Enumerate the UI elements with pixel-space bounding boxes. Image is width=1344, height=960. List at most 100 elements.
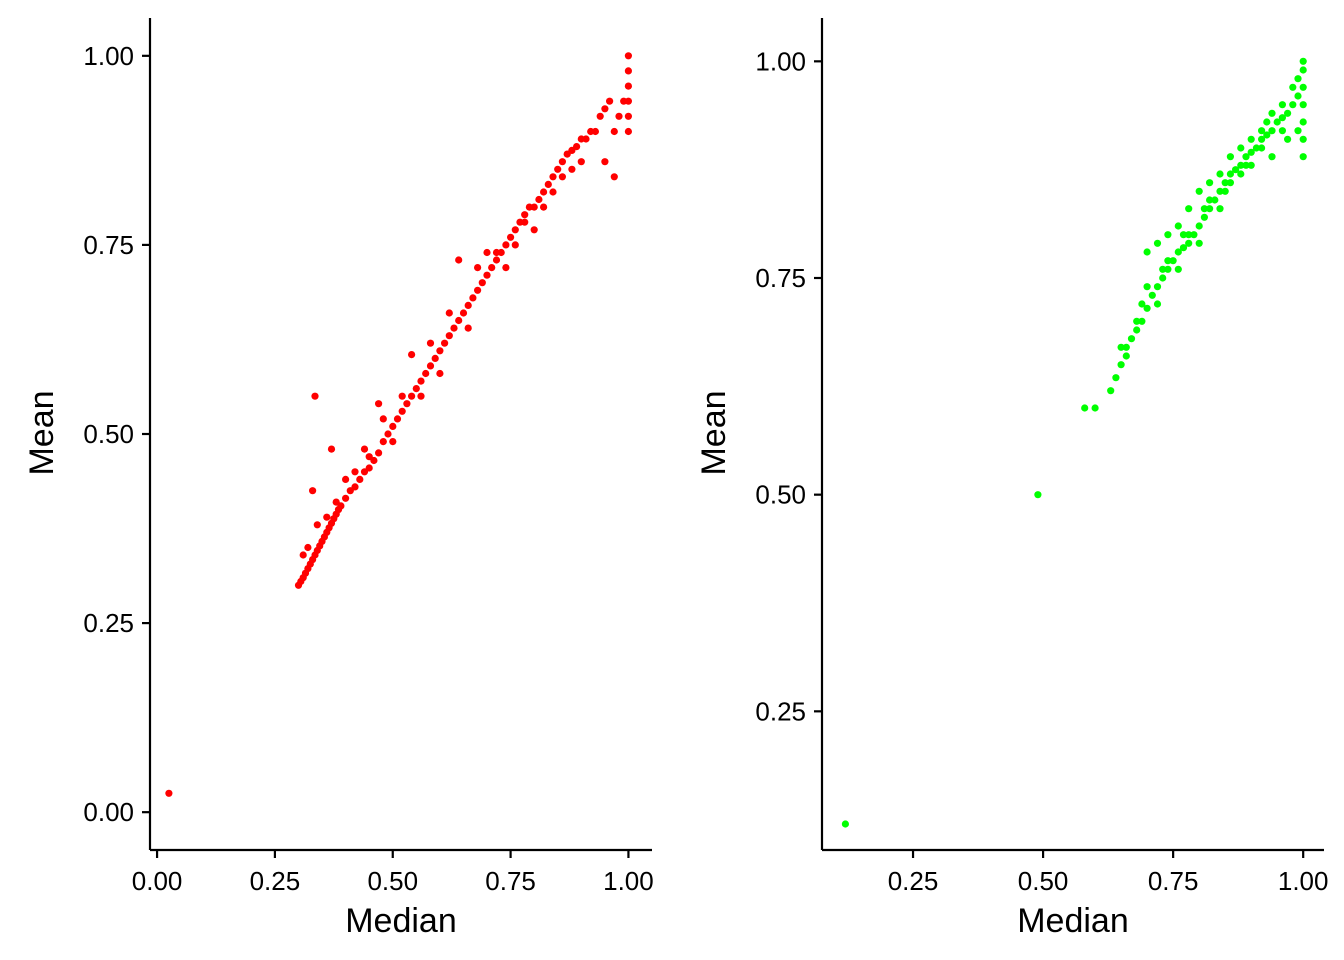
left-point (455, 316, 463, 325)
left-point (417, 377, 425, 385)
left-point (360, 445, 369, 453)
right-point (1153, 239, 1162, 247)
right-point (1143, 304, 1151, 312)
left-point (568, 165, 576, 173)
left-y-tick-label: 0.25 (83, 608, 134, 638)
right-point (1174, 265, 1182, 273)
left-point (596, 112, 604, 120)
right-point (1153, 283, 1162, 291)
right-point (1153, 300, 1162, 308)
left-point (379, 415, 387, 423)
left-point (624, 112, 633, 120)
right-y-tick-label: 1.00 (755, 46, 806, 76)
right-point (1247, 148, 1255, 156)
left-y-tick-label: 0.50 (83, 419, 134, 449)
left-point (530, 203, 538, 211)
right-point (1206, 196, 1214, 204)
right-point (1252, 144, 1260, 152)
right-x-tick-label: 1.00 (1278, 866, 1329, 896)
right-point (1185, 231, 1193, 239)
left-point (615, 112, 623, 120)
left-point (450, 324, 458, 332)
right-point (1143, 248, 1151, 256)
left-point (558, 173, 567, 181)
right-point (1195, 187, 1203, 195)
left-point (379, 438, 387, 446)
right-point (1117, 361, 1125, 369)
right-point (1138, 300, 1146, 308)
left-point (502, 264, 510, 272)
right-x-axis-title: Median (1017, 902, 1129, 940)
left-point (436, 369, 444, 378)
right-point (1263, 131, 1271, 139)
left-point (403, 400, 411, 408)
right-point (1278, 114, 1286, 122)
left-point (311, 392, 319, 400)
right-y-tick-label: 0.75 (755, 263, 806, 293)
right-point (1200, 205, 1208, 213)
right-point (1289, 83, 1297, 91)
left-x-tick-label: 0.50 (367, 866, 418, 896)
left-point (624, 82, 633, 90)
left-point (483, 271, 491, 279)
left-point (445, 332, 453, 340)
right-point (1159, 274, 1167, 282)
right-point (1226, 170, 1234, 178)
left-point (398, 407, 406, 415)
right-point (1081, 404, 1089, 412)
right-point (1174, 222, 1182, 230)
left-point (389, 438, 397, 446)
left-point (417, 392, 425, 400)
left-point (455, 256, 463, 264)
right-point (1174, 248, 1182, 256)
left-point (511, 226, 519, 234)
right-point (1159, 265, 1167, 273)
right-point (1278, 101, 1286, 109)
left-point (327, 445, 336, 453)
left-points-layer (165, 52, 633, 797)
left-point (549, 173, 557, 181)
right-point (1221, 179, 1229, 187)
left-point (351, 483, 359, 491)
left-point (441, 339, 449, 347)
left-point (356, 475, 364, 483)
left-point (445, 309, 453, 317)
left-point (483, 248, 491, 257)
right-point (1122, 343, 1130, 351)
left-point (558, 158, 567, 166)
right-point (1091, 404, 1099, 412)
right-point (1133, 317, 1141, 325)
right-point (1273, 118, 1281, 126)
right-point (1216, 205, 1224, 213)
left-point (577, 158, 585, 166)
right-point (1112, 374, 1120, 382)
right-point (1247, 135, 1255, 143)
left-point (299, 551, 307, 559)
left-point (464, 324, 472, 332)
right-point (1143, 283, 1151, 291)
left-point (332, 498, 340, 506)
right-point (1284, 135, 1292, 143)
right-point (1299, 57, 1307, 65)
right-point (1242, 161, 1250, 169)
right-point (1284, 109, 1292, 117)
right-y-axis-title: Mean (695, 390, 733, 475)
right-x-tick-label: 0.50 (1018, 866, 1069, 896)
left-x-axis-title: Median (345, 902, 457, 940)
left-y-tick-label: 0.00 (83, 797, 134, 827)
left-y-axis-title: Mean (23, 390, 61, 475)
right-point (1216, 170, 1224, 178)
left-point (521, 211, 529, 219)
right-point (1179, 244, 1188, 252)
left-point (507, 233, 515, 241)
right-point (1299, 135, 1307, 143)
right-point (1289, 101, 1297, 109)
left-point (422, 369, 430, 378)
right-point (1206, 205, 1214, 213)
left-point (426, 362, 435, 370)
left-point (431, 354, 439, 362)
right-point (1200, 213, 1208, 221)
right-point (1263, 118, 1271, 126)
left-point (624, 67, 633, 75)
